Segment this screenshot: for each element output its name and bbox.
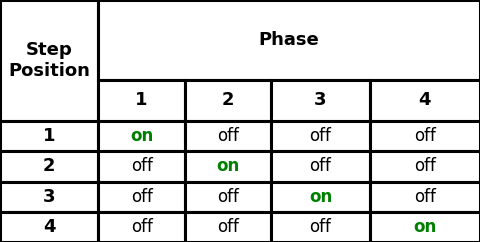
Bar bbox=[98, 0, 480, 80]
Bar bbox=[0, 151, 98, 182]
Text: Phase: Phase bbox=[259, 31, 320, 49]
Text: 1: 1 bbox=[43, 127, 56, 145]
Text: 4: 4 bbox=[419, 91, 431, 109]
Text: off: off bbox=[414, 188, 436, 206]
Bar bbox=[185, 80, 271, 121]
Text: on: on bbox=[130, 127, 153, 145]
Bar bbox=[98, 121, 185, 151]
Text: 3: 3 bbox=[314, 91, 327, 109]
Bar bbox=[185, 121, 271, 151]
Text: off: off bbox=[414, 157, 436, 175]
Bar bbox=[98, 80, 185, 121]
Text: 1: 1 bbox=[135, 91, 148, 109]
Text: off: off bbox=[217, 188, 239, 206]
Text: on: on bbox=[309, 188, 332, 206]
Text: off: off bbox=[131, 218, 153, 236]
Bar bbox=[0, 182, 98, 212]
Text: off: off bbox=[217, 127, 239, 145]
Bar bbox=[0, 0, 98, 121]
Bar bbox=[0, 212, 98, 242]
Text: 2: 2 bbox=[222, 91, 234, 109]
Bar bbox=[271, 151, 370, 182]
Bar bbox=[271, 121, 370, 151]
Text: on: on bbox=[216, 157, 240, 175]
Bar bbox=[98, 212, 185, 242]
Text: off: off bbox=[414, 127, 436, 145]
Text: off: off bbox=[217, 218, 239, 236]
Bar bbox=[185, 212, 271, 242]
Bar bbox=[370, 151, 480, 182]
Text: off: off bbox=[131, 157, 153, 175]
Text: off: off bbox=[131, 188, 153, 206]
Text: 2: 2 bbox=[43, 157, 56, 175]
Bar bbox=[98, 151, 185, 182]
Bar bbox=[271, 182, 370, 212]
Bar bbox=[271, 80, 370, 121]
Bar bbox=[185, 182, 271, 212]
Text: off: off bbox=[310, 218, 331, 236]
Text: Step
Position: Step Position bbox=[8, 41, 90, 80]
Bar bbox=[370, 212, 480, 242]
Text: off: off bbox=[310, 127, 331, 145]
Bar bbox=[185, 151, 271, 182]
Bar bbox=[370, 80, 480, 121]
Text: on: on bbox=[413, 218, 436, 236]
Bar bbox=[0, 121, 98, 151]
Bar bbox=[271, 212, 370, 242]
Text: 4: 4 bbox=[43, 218, 56, 236]
Bar bbox=[98, 182, 185, 212]
Text: 3: 3 bbox=[43, 188, 56, 206]
Bar bbox=[370, 182, 480, 212]
Text: off: off bbox=[310, 157, 331, 175]
Bar bbox=[370, 121, 480, 151]
